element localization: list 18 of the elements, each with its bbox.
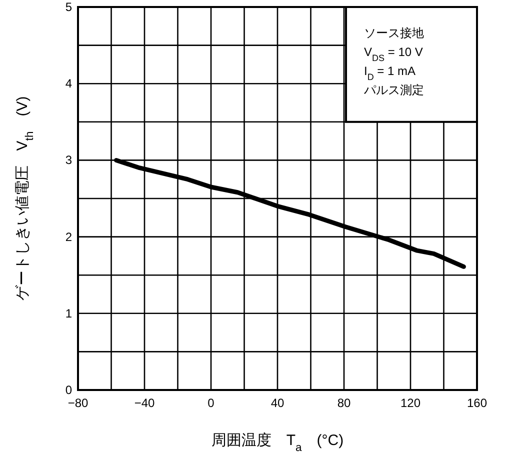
x-tick-label: 80 bbox=[337, 396, 351, 410]
y-tick-label: 0 bbox=[65, 383, 72, 397]
y-tick-label: 5 bbox=[65, 0, 72, 14]
x-tick-label: −80 bbox=[68, 396, 88, 410]
annotation: I$_{D}$ = 1 mA bbox=[364, 64, 416, 82]
y-tick-label: 2 bbox=[65, 230, 72, 244]
annotation: パルス測定 bbox=[363, 83, 424, 97]
x-tick-label: 0 bbox=[208, 396, 215, 410]
annotation: V$_{DS}$ = 10 V bbox=[364, 45, 423, 63]
x-tick-label: 120 bbox=[400, 396, 421, 410]
y-tick-label: 3 bbox=[65, 153, 72, 168]
x-tick-label: 40 bbox=[270, 396, 284, 410]
x-tick-label: −40 bbox=[134, 396, 155, 410]
x-tick-label: 160 bbox=[466, 396, 488, 410]
y-tick-label: 1 bbox=[65, 306, 72, 320]
text: 周囲温度 T$_{a}$ (°C) bbox=[211, 432, 344, 454]
annotation: ソース接地 bbox=[364, 26, 424, 40]
y-tick-label: 4 bbox=[65, 76, 72, 91]
